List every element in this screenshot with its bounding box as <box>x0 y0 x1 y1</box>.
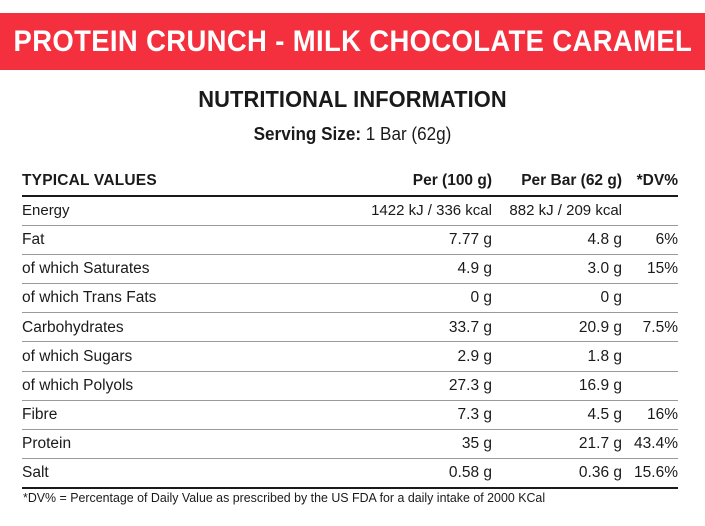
value-dv-percent <box>622 341 678 372</box>
table-row: Fat 7.77 g 4.8 g 6% <box>22 225 678 255</box>
serving-size-line: Serving Size: 1 Bar (62g) <box>18 124 688 145</box>
value-per-bar: 0 g <box>492 283 622 314</box>
value-per-bar: 4.5 g <box>492 400 622 431</box>
table-row: Protein 35 g 21.7 g 43.4% <box>22 429 678 460</box>
value-dv-percent: 15.6% <box>622 458 678 489</box>
nutrient-name: of which Polyols <box>22 371 340 401</box>
value-per-100g: 1422 kJ / 336 kcal <box>340 196 492 226</box>
nutrient-name: of which Sugars <box>22 341 340 372</box>
value-per-bar: 16.9 g <box>492 371 622 401</box>
column-header-per-bar: Per Bar (62 g) <box>492 166 622 197</box>
nutrient-name: Fibre <box>22 400 340 431</box>
value-per-100g: 35 g <box>340 429 492 460</box>
value-per-bar: 1.8 g <box>492 341 622 372</box>
value-per-100g: 0.58 g <box>340 458 492 489</box>
table-row: Salt 0.58 g 0.36 g 15.6% <box>22 458 678 489</box>
value-dv-percent: 15% <box>622 254 678 285</box>
product-name-banner: PROTEIN CRUNCH - MILK CHOCOLATE CARAMEL <box>0 13 705 70</box>
nutrient-name: Salt <box>22 458 340 489</box>
value-per-bar: 21.7 g <box>492 429 622 460</box>
value-per-100g: 4.9 g <box>340 254 492 285</box>
nutrient-name: Energy <box>22 196 340 226</box>
value-per-100g: 27.3 g <box>340 371 492 401</box>
nutrition-table: TYPICAL VALUES Per (100 g) Per Bar (62 g… <box>22 166 678 489</box>
value-dv-percent: 6% <box>622 225 678 255</box>
value-per-100g: 0 g <box>340 283 492 314</box>
table-row: of which Saturates 4.9 g 3.0 g 15% <box>22 254 678 285</box>
value-per-bar: 0.36 g <box>492 458 622 489</box>
value-per-bar: 882 kJ / 209 kcal <box>492 196 622 226</box>
nutrient-name: of which Saturates <box>22 254 340 285</box>
value-per-100g: 2.9 g <box>340 341 492 372</box>
nutrient-name: Fat <box>22 225 340 255</box>
column-header-typical-values: TYPICAL VALUES <box>22 166 340 197</box>
nutrient-name: Protein <box>22 429 340 460</box>
table-row: Fibre 7.3 g 4.5 g 16% <box>22 400 678 431</box>
product-name-title: PROTEIN CRUNCH - MILK CHOCOLATE CARAMEL <box>13 24 692 58</box>
value-per-100g: 33.7 g <box>340 312 492 343</box>
value-per-bar: 20.9 g <box>492 312 622 343</box>
table-header-row: TYPICAL VALUES Per (100 g) Per Bar (62 g… <box>22 166 678 197</box>
column-header-per-100g: Per (100 g) <box>340 166 492 197</box>
value-dv-percent <box>622 283 678 314</box>
nutrition-table-header: TYPICAL VALUES Per (100 g) Per Bar (62 g… <box>22 166 678 197</box>
table-row: of which Polyols 27.3 g 16.9 g <box>22 371 678 401</box>
serving-size-label: Serving Size: <box>253 124 362 144</box>
serving-size-value: 1 Bar (62g) <box>365 124 452 144</box>
value-per-100g: 7.3 g <box>340 400 492 431</box>
nutrient-name: of which Trans Fats <box>22 283 340 314</box>
nutrient-name: Carbohydrates <box>22 312 340 343</box>
value-per-100g: 7.77 g <box>340 225 492 255</box>
value-dv-percent: 7.5% <box>622 312 678 343</box>
value-per-bar: 4.8 g <box>492 225 622 255</box>
table-row: Carbohydrates 33.7 g 20.9 g 7.5% <box>22 312 678 343</box>
table-row: of which Sugars 2.9 g 1.8 g <box>22 341 678 372</box>
dv-footnote: *DV% = Percentage of Daily Value as pres… <box>23 491 546 505</box>
column-header-dv-percent: *DV% <box>622 166 678 197</box>
value-per-bar: 3.0 g <box>492 254 622 285</box>
nutrition-table-body: Energy 1422 kJ / 336 kcal 882 kJ / 209 kca… <box>22 196 678 489</box>
value-dv-percent: 16% <box>622 400 678 431</box>
table-row: Energy 1422 kJ / 336 kcal 882 kJ / 209 kca… <box>22 196 678 226</box>
value-dv-percent <box>622 371 678 401</box>
page-title: NUTRITIONAL INFORMATION <box>198 86 507 112</box>
nutrition-table-container: TYPICAL VALUES Per (100 g) Per Bar (62 g… <box>22 166 678 489</box>
value-dv-percent <box>622 196 678 226</box>
value-dv-percent: 43.4% <box>622 429 678 460</box>
